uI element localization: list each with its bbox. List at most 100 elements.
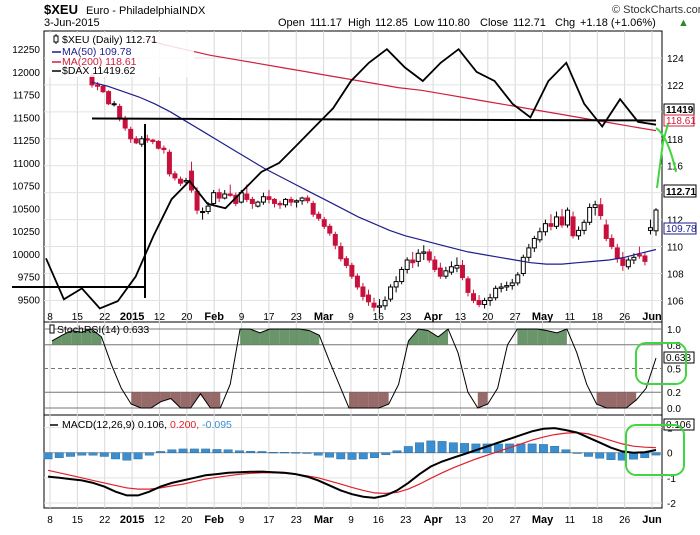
macd-tick: -2	[667, 499, 676, 510]
macd-legend-main: MACD(12,26,9) 0.106,	[62, 419, 167, 431]
ma50-line	[91, 81, 657, 265]
stoch-overbought-fill	[527, 329, 538, 345]
stoch-oversold-fill	[170, 392, 181, 408]
candle-body	[177, 178, 183, 184]
stoch-oversold-fill	[626, 392, 637, 408]
candle-body	[515, 274, 521, 284]
stochrsi-title: StochRSI(14) 0.633	[57, 324, 149, 336]
candle-body	[653, 209, 659, 232]
left-axis-tick: 12000	[12, 68, 40, 79]
candle-body	[565, 209, 571, 226]
stoch-tick: 0.0	[667, 404, 681, 415]
right-axis-tick: 122	[667, 81, 684, 92]
candle-body	[421, 251, 427, 254]
open-value: 111.17	[310, 17, 342, 29]
candle-body	[283, 198, 289, 206]
right-axis-tick: 112	[667, 216, 683, 227]
annotation-stoch-circle	[635, 342, 687, 385]
stochrsi-legend-marker	[49, 324, 55, 334]
candle-body	[553, 216, 559, 227]
stoch-overbought-fill	[438, 329, 449, 345]
candle-body	[255, 201, 261, 207]
macd-histogram-bar	[280, 452, 289, 454]
x-tick-label: 20	[181, 515, 193, 526]
macd-histogram-bar	[43, 452, 53, 460]
price-layer	[12, 37, 659, 314]
candle-body	[631, 256, 637, 261]
stoch-overbought-fill	[279, 329, 290, 345]
dax-badge: 11419	[666, 105, 694, 116]
candle-body	[95, 84, 101, 87]
macd-histogram-bar	[66, 452, 75, 457]
watermark: © StockCharts.com	[612, 4, 700, 16]
macd-tick: 0	[667, 449, 673, 460]
x-tick-label: Jun	[642, 514, 662, 526]
low-label: Low	[414, 17, 434, 29]
candle-body	[598, 204, 604, 217]
candle-body	[404, 259, 410, 270]
candle-body	[542, 223, 548, 233]
chart-date: 3-Jun-2015	[44, 17, 100, 29]
x-tick-label: 23	[400, 312, 412, 323]
macd-histogram-bar	[212, 449, 222, 453]
value-badges: 11419 118.61 112.71 109.78 0.633 0.106	[663, 103, 697, 431]
candle-body	[482, 299, 488, 305]
stoch-oversold-fill	[160, 392, 171, 402]
candle-body	[227, 193, 233, 196]
candle-body	[548, 223, 554, 227]
candle-body	[343, 258, 349, 266]
x-tick-label: 15	[72, 515, 84, 526]
x-tick-label: 27	[510, 312, 522, 323]
candle-body	[271, 198, 277, 204]
x-tick-label: 9	[239, 312, 245, 323]
right-axis-tick: 124	[667, 54, 684, 65]
candle-body	[487, 297, 493, 301]
close-badge-box	[663, 184, 697, 198]
macd-histogram-bar	[437, 441, 447, 453]
x-tick-label: 20	[482, 312, 494, 323]
stoch-oversold-fill	[349, 392, 359, 408]
candle-body	[327, 225, 333, 234]
macd-histogram-bar	[403, 446, 413, 453]
macd-histogram-bar	[111, 452, 120, 460]
stochrsi-layer	[51, 328, 657, 409]
x-tick-label: Mar	[314, 311, 334, 323]
candle-body	[377, 305, 383, 308]
stoch-overbought-fill	[240, 329, 251, 345]
candle-body	[321, 219, 327, 227]
macd-histogram-bar	[268, 452, 278, 454]
right-axis-tick: 110	[667, 243, 683, 254]
x-tick-label: 22	[99, 515, 111, 526]
macd-histogram-bar	[201, 448, 211, 453]
x-tick-label: May	[532, 514, 554, 526]
ma200-badge-box	[663, 114, 695, 127]
x-tick-label: 18	[592, 312, 604, 323]
macd-histogram-bar	[291, 452, 301, 454]
candle-body	[161, 147, 167, 151]
candle-body	[139, 138, 145, 145]
candle-body	[338, 246, 344, 260]
chart-instrument-name: Euro - Philadelphia	[86, 5, 180, 17]
macd-histogram-bar	[493, 443, 503, 453]
x-tick-label: 27	[510, 515, 522, 526]
x-tick-label: 20	[482, 515, 494, 526]
annotation-layer	[625, 123, 687, 476]
ma200-badge: 118.61	[666, 116, 696, 127]
macd-histogram-bar	[88, 452, 98, 456]
candle-body	[222, 193, 228, 199]
chart-exchange: INDX	[179, 5, 206, 17]
stoch-oversold-fill	[210, 392, 221, 408]
macd-histogram-bar	[133, 452, 143, 460]
candle-body	[465, 278, 471, 293]
close-badge: 112.71	[666, 187, 696, 198]
candle-body	[316, 213, 322, 219]
left-axis-tick: 10750	[12, 182, 40, 193]
x-tick-label: 20	[181, 312, 193, 323]
right-axis-tick: 106	[667, 296, 684, 307]
stoch-tick: 0.5	[667, 365, 681, 376]
candle-body	[642, 255, 648, 262]
x-tick-label: 11	[565, 312, 576, 323]
x-tick-label: 16	[373, 312, 385, 323]
macd-signal-line	[47, 431, 657, 495]
